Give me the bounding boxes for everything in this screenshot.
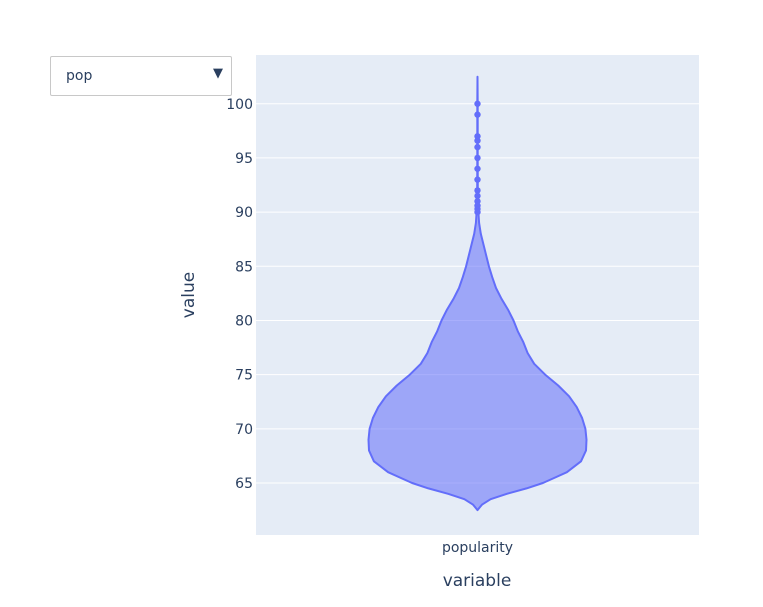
outlier-point-9 bbox=[474, 143, 481, 151]
outlier-point-5 bbox=[474, 187, 481, 194]
outlier-point-13 bbox=[474, 100, 481, 107]
violin-body-popularity bbox=[367, 75, 588, 512]
triangle-down-icon: ▼ bbox=[213, 66, 223, 81]
outlier-point-6 bbox=[474, 176, 481, 183]
y-tick-label-100: 100 bbox=[226, 97, 253, 113]
y-tick-label-65: 65 bbox=[235, 476, 253, 492]
y-tick-label-85: 85 bbox=[235, 259, 253, 275]
outlier-point-4 bbox=[474, 192, 481, 200]
x-axis-ticks: popularity bbox=[442, 540, 513, 556]
outlier-point-7 bbox=[474, 165, 481, 172]
y-tick-label-75: 75 bbox=[235, 368, 253, 384]
violin-trace bbox=[367, 75, 588, 512]
variable-dropdown[interactable]: pop ▼ bbox=[50, 56, 232, 96]
y-tick-label-80: 80 bbox=[235, 313, 253, 329]
outlier-point-8 bbox=[474, 154, 481, 162]
outlier-point-11 bbox=[474, 133, 481, 140]
dropdown-selected-value: pop bbox=[66, 68, 93, 84]
x-tick-label-popularity: popularity bbox=[442, 540, 513, 556]
outlier-point-3 bbox=[474, 198, 481, 205]
y-tick-label-70: 70 bbox=[235, 422, 253, 438]
x-axis-title: variable bbox=[443, 571, 512, 591]
y-tick-label-95: 95 bbox=[235, 151, 253, 167]
y-tick-label-90: 90 bbox=[235, 205, 253, 221]
y-axis-title: value bbox=[179, 272, 199, 318]
outlier-point-12 bbox=[474, 111, 481, 118]
y-axis-ticks: 65 70 75 80 85 90 95 100 bbox=[226, 97, 253, 492]
